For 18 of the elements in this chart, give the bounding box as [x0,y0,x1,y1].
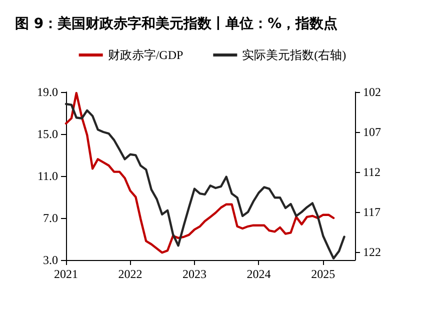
chart-title: 图 9：美国财政赤字和美元指数丨单位：%，指数点 [15,15,338,32]
legend-label: 财政赤字/GDP [108,48,184,62]
y2-tick-label: 102 [363,85,381,99]
y-tick-label: 15.0 [37,127,58,141]
x-tick-label: 2021 [54,267,78,281]
y2-tick-label: 117 [363,205,381,219]
x-tick-label: 2025 [311,267,336,281]
legend-label: 实际美元指数(右轴) [242,48,346,62]
y-tick-label: 19.0 [37,85,58,99]
x-tick-label: 2024 [246,267,271,281]
x-tick-label: 2023 [182,267,206,281]
x-tick-label: 2022 [118,267,142,281]
y2-tick-label: 112 [363,165,381,179]
y2-tick-label: 107 [363,125,381,139]
y-tick-label: 3.0 [43,253,58,267]
y-tick-label: 11.0 [37,169,58,183]
y-tick-label: 7.0 [43,211,58,225]
y2-tick-label: 122 [363,245,381,259]
